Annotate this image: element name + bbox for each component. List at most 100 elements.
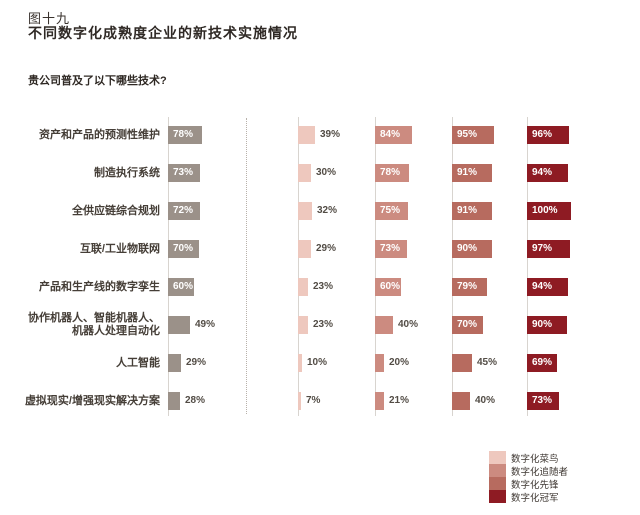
- bar: 73%: [375, 240, 407, 258]
- category-label: 产品和生产线的数字孪生: [39, 280, 160, 293]
- value-label: 95%: [457, 129, 478, 140]
- value-label: 60%: [173, 281, 194, 292]
- category-label: 制造执行系统: [94, 166, 160, 179]
- value-label: 90%: [457, 243, 478, 254]
- bar: 75%: [375, 202, 408, 220]
- axis-line: [375, 117, 376, 416]
- legend-item: 数字化菜鸟: [489, 451, 568, 465]
- chart-title: 不同数字化成熟度企业的新技术实施情况: [28, 27, 298, 42]
- bar: 60%: [375, 278, 401, 296]
- bar: 91%: [452, 202, 492, 220]
- value-label: 94%: [532, 281, 553, 292]
- value-label: 40%: [475, 395, 496, 406]
- bar: 90%: [452, 240, 492, 258]
- value-label: 75%: [380, 205, 401, 216]
- legend-swatch: [489, 464, 506, 477]
- bar: [298, 240, 311, 258]
- bar: 69%: [527, 354, 557, 372]
- bar: [168, 354, 181, 372]
- value-label: 94%: [532, 167, 553, 178]
- category-label: 人工智能: [116, 356, 160, 369]
- legend-label: 数字化先锋: [511, 479, 559, 491]
- bar: 91%: [452, 164, 492, 182]
- value-label: 73%: [380, 243, 401, 254]
- chart-row: 资产和产品的预测性维护 78% 39% 84% 95% 96%: [0, 116, 640, 154]
- axis-line: [298, 117, 299, 416]
- bar: 96%: [527, 126, 569, 144]
- bar: 70%: [452, 316, 483, 334]
- value-label: 20%: [389, 357, 410, 368]
- bar: [298, 316, 308, 334]
- value-label: 73%: [532, 395, 553, 406]
- value-label: 23%: [313, 319, 334, 330]
- bar: [375, 392, 384, 410]
- chart-legend: 数字化菜鸟 数字化追随者 数字化先锋 数字化冠军: [489, 451, 569, 504]
- chart-row: 人工智能 29% 10% 20% 45% 69%: [0, 344, 640, 382]
- value-label: 73%: [173, 167, 194, 178]
- value-label: 30%: [316, 167, 337, 178]
- value-label: 79%: [457, 281, 478, 292]
- category-label: 资产和产品的预测性维护: [39, 128, 160, 141]
- value-label: 78%: [380, 167, 401, 178]
- bar: [298, 126, 315, 144]
- chart-row: 产品和生产线的数字孪生 60% 23% 60% 79% 94%: [0, 268, 640, 306]
- legend-swatch: [489, 490, 506, 503]
- bar: 78%: [168, 126, 202, 144]
- chart-row: 全供应链综合规划 72% 32% 75% 91% 100%: [0, 192, 640, 230]
- value-label: 91%: [457, 167, 478, 178]
- value-label: 70%: [173, 243, 194, 254]
- chart-row: 协作机器人、智能机器人、 机器人处理自动化 49% 23% 40% 70% 90%: [0, 306, 640, 344]
- bar: 97%: [527, 240, 570, 258]
- value-label: 90%: [532, 319, 553, 330]
- legend-label: 数字化追随者: [511, 466, 569, 478]
- axis-line: [168, 117, 169, 416]
- bar: [375, 354, 384, 372]
- value-label: 78%: [173, 129, 194, 140]
- bar: 73%: [168, 164, 200, 182]
- bar: 94%: [527, 278, 568, 296]
- value-label: 39%: [320, 129, 341, 140]
- bar: 95%: [452, 126, 494, 144]
- value-label: 10%: [307, 357, 328, 368]
- value-label: 28%: [185, 395, 206, 406]
- value-label: 29%: [316, 243, 337, 254]
- chart-row: 虚拟现实/增强现实解决方案 28% 7% 21% 40% 73%: [0, 382, 640, 420]
- grouped-bar-chart: 资产和产品的预测性维护 78% 39% 84% 95% 96% 制造执行系统 73% 30% 78…: [0, 116, 640, 424]
- legend-label: 数字化冠军: [511, 492, 559, 504]
- bar: 78%: [375, 164, 409, 182]
- bar: [298, 392, 301, 410]
- category-label: 全供应链综合规划: [72, 204, 160, 217]
- bar: [298, 354, 302, 372]
- bar: 60%: [168, 278, 194, 296]
- bar: 70%: [168, 240, 199, 258]
- value-label: 21%: [389, 395, 410, 406]
- legend-item: 数字化冠军: [489, 490, 568, 504]
- value-label: 32%: [317, 205, 338, 216]
- value-label: 45%: [477, 357, 498, 368]
- legend-swatch: [489, 451, 506, 464]
- value-label: 97%: [532, 243, 553, 254]
- bar: [452, 392, 470, 410]
- legend-item: 数字化追随者: [489, 464, 569, 478]
- value-label: 96%: [532, 129, 553, 140]
- value-label: 100%: [532, 205, 558, 216]
- category-label: 虚拟现实/增强现实解决方案: [24, 394, 160, 407]
- bar: [375, 316, 393, 334]
- value-label: 60%: [380, 281, 401, 292]
- value-label: 70%: [457, 319, 478, 330]
- category-label: 协作机器人、智能机器人、 机器人处理自动化: [28, 312, 160, 337]
- axis-line: [452, 117, 453, 416]
- survey-question: 贵公司普及了以下哪些技术?: [28, 75, 167, 87]
- bar: 100%: [527, 202, 571, 220]
- bar: 94%: [527, 164, 568, 182]
- chart-rows: 资产和产品的预测性维护 78% 39% 84% 95% 96% 制造执行系统 73% 30% 78…: [0, 116, 640, 420]
- value-label: 72%: [173, 205, 194, 216]
- value-label: 84%: [380, 129, 401, 140]
- bar: 72%: [168, 202, 200, 220]
- value-label: 91%: [457, 205, 478, 216]
- bar: [452, 354, 472, 372]
- value-label: 23%: [313, 281, 334, 292]
- figure-label: 图十九: [28, 11, 71, 26]
- value-label: 29%: [186, 357, 207, 368]
